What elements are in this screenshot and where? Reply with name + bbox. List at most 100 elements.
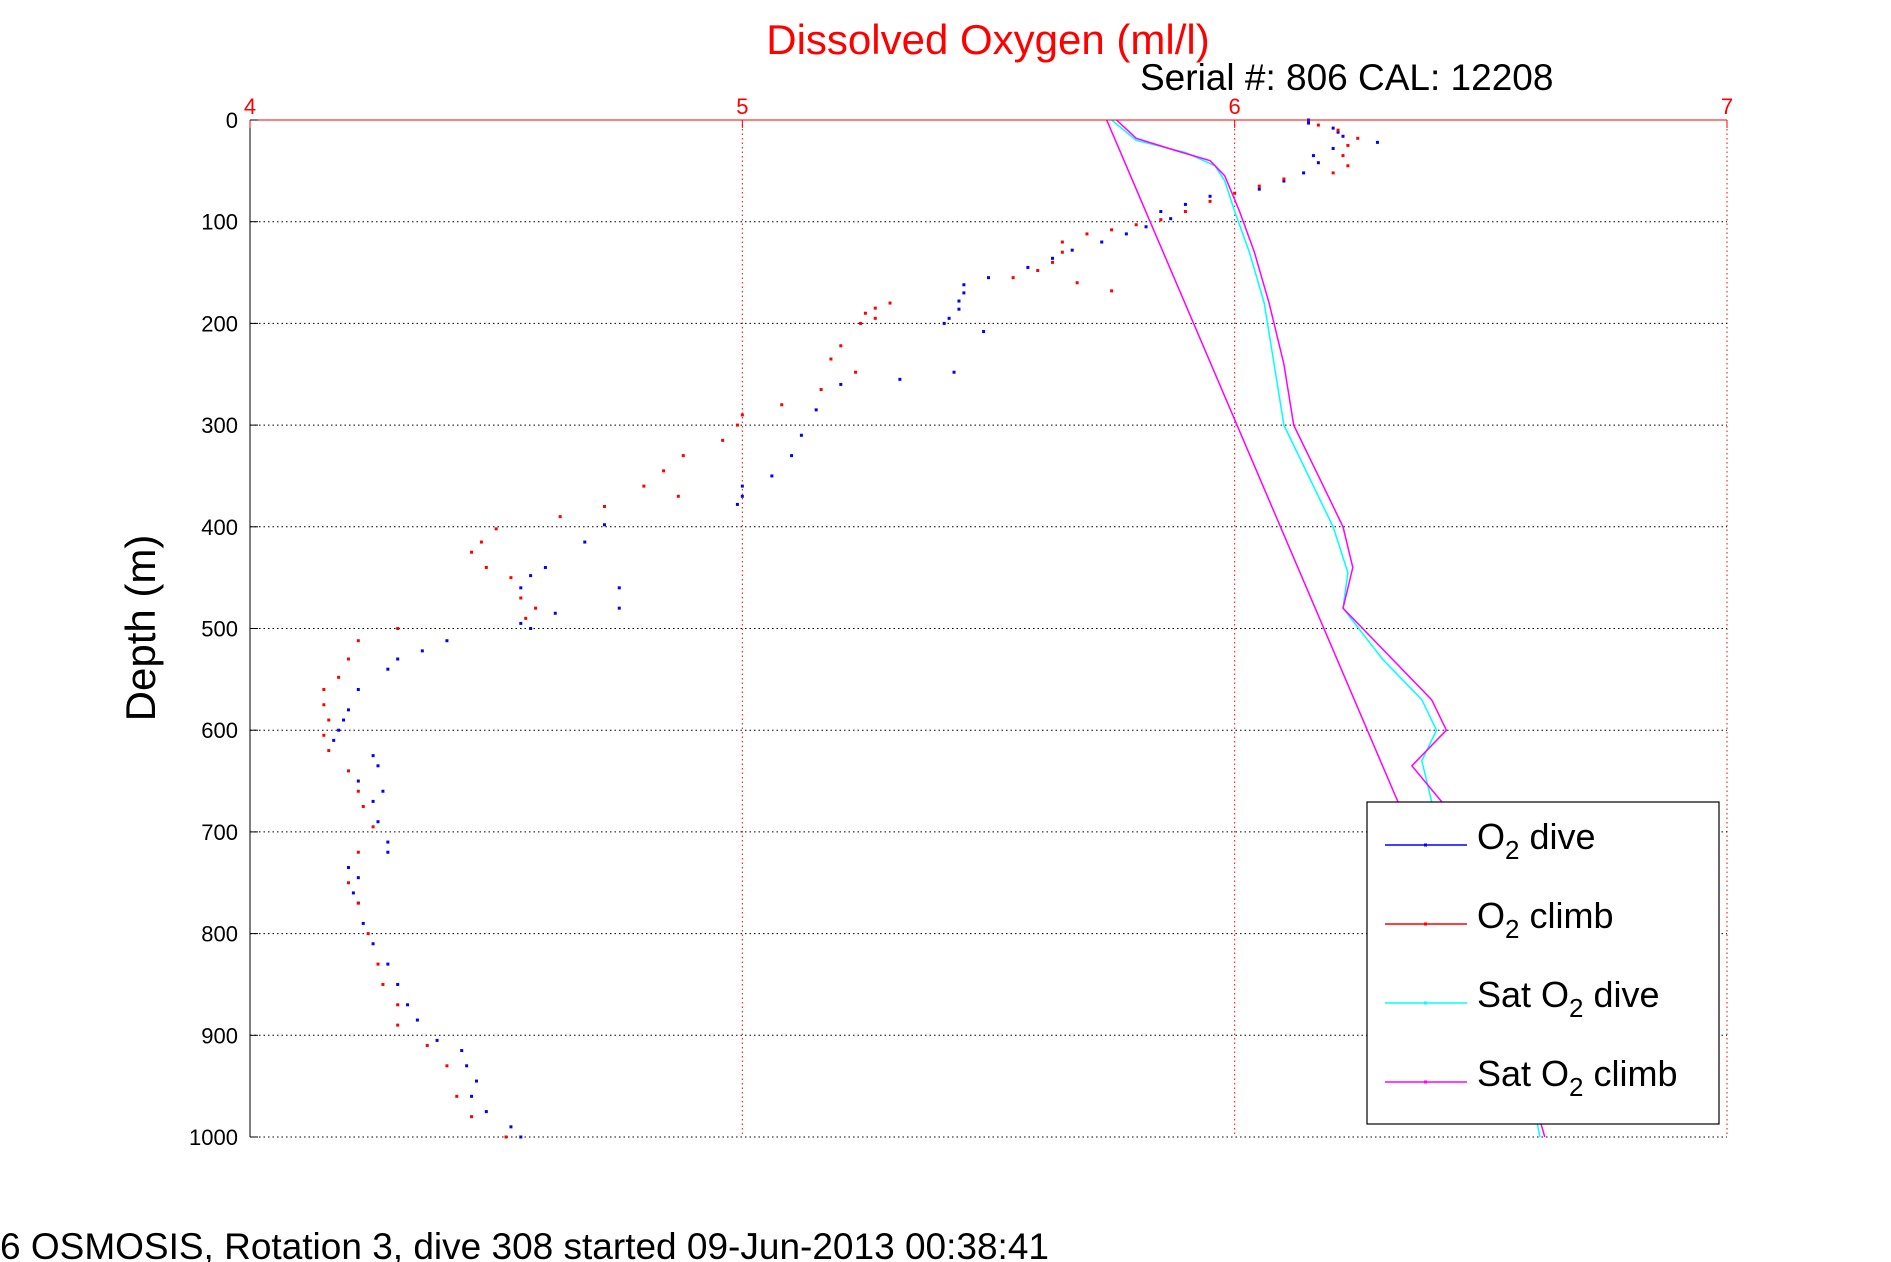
data-point bbox=[1282, 179, 1286, 183]
data-point bbox=[662, 469, 666, 473]
data-point bbox=[1124, 232, 1128, 236]
data-point bbox=[1144, 225, 1148, 229]
data-point bbox=[839, 382, 843, 386]
data-point bbox=[519, 621, 523, 625]
data-point bbox=[376, 764, 380, 768]
legend-label: O2 dive bbox=[1477, 816, 1596, 865]
data-point bbox=[1183, 210, 1187, 214]
data-point bbox=[1051, 260, 1055, 264]
data-point bbox=[1356, 136, 1360, 140]
data-point bbox=[332, 738, 336, 742]
data-point bbox=[858, 321, 862, 325]
data-point bbox=[356, 850, 360, 854]
data-point bbox=[1100, 240, 1104, 244]
data-point bbox=[1208, 199, 1212, 203]
series-line bbox=[1106, 119, 1403, 812]
data-point bbox=[327, 718, 331, 722]
data-point bbox=[435, 1038, 439, 1042]
data-point bbox=[1208, 194, 1212, 198]
data-point bbox=[1341, 154, 1345, 158]
x-tick-label: 4 bbox=[244, 94, 256, 119]
data-point bbox=[982, 330, 986, 334]
data-point bbox=[642, 484, 646, 488]
data-point bbox=[420, 649, 424, 653]
x-tick-labels: 4 5 6 7 bbox=[244, 94, 1733, 128]
data-point bbox=[1282, 177, 1286, 181]
data-point bbox=[1331, 146, 1335, 150]
data-point bbox=[415, 1018, 419, 1022]
data-point bbox=[1085, 232, 1089, 236]
data-point bbox=[376, 820, 380, 824]
legend-marker bbox=[1424, 1001, 1427, 1005]
data-point bbox=[814, 408, 818, 412]
legend-item: Sat O2 climb bbox=[1385, 1053, 1678, 1102]
data-point bbox=[396, 1023, 400, 1027]
data-point bbox=[494, 527, 498, 531]
legend-item: O2 climb bbox=[1385, 895, 1614, 944]
y-tick-label: 300 bbox=[201, 413, 238, 438]
data-point bbox=[445, 639, 449, 643]
data-point bbox=[519, 596, 523, 600]
data-point bbox=[376, 962, 380, 966]
data-point bbox=[1036, 269, 1040, 273]
data-point bbox=[839, 344, 843, 348]
data-point bbox=[553, 611, 557, 615]
data-point bbox=[534, 606, 538, 610]
data-point bbox=[873, 316, 877, 320]
data-point bbox=[947, 316, 951, 320]
data-point bbox=[987, 276, 990, 280]
y-tick-labels: 0 100 200 300 400 500 600 700 800 900 1000 bbox=[189, 108, 258, 1150]
grid-lines bbox=[250, 120, 1728, 1138]
data-point bbox=[1257, 187, 1261, 191]
data-point bbox=[1331, 171, 1335, 175]
y-tick-label: 200 bbox=[201, 311, 238, 336]
data-point bbox=[386, 667, 390, 671]
data-point bbox=[346, 657, 350, 661]
data-point bbox=[1346, 143, 1350, 147]
data-point bbox=[504, 1135, 508, 1139]
x-tick-label: 5 bbox=[736, 94, 748, 119]
y-axis-label: Depth (m) bbox=[117, 535, 164, 722]
data-point bbox=[558, 515, 562, 519]
data-point bbox=[425, 1043, 429, 1047]
data-point bbox=[529, 627, 533, 630]
legend-item: Sat O2 dive bbox=[1385, 974, 1660, 1023]
data-point bbox=[470, 550, 474, 554]
data-point bbox=[529, 574, 533, 578]
data-point bbox=[361, 921, 365, 925]
x-tick-label: 6 bbox=[1229, 94, 1241, 119]
data-point bbox=[1375, 140, 1379, 144]
data-point bbox=[519, 586, 523, 590]
data-point bbox=[1110, 228, 1114, 232]
data-point bbox=[1346, 164, 1350, 168]
data-point bbox=[602, 504, 606, 508]
data-point bbox=[322, 688, 326, 692]
series-1 bbox=[322, 123, 1360, 1139]
data-point bbox=[898, 377, 902, 381]
data-point bbox=[799, 433, 803, 437]
data-point bbox=[1311, 154, 1315, 158]
data-point bbox=[386, 962, 390, 966]
legend: O2 dive O2 climb Sat O2 dive Sat O2 climb bbox=[1366, 801, 1720, 1125]
data-point bbox=[617, 586, 621, 590]
data-point bbox=[676, 494, 680, 498]
legend-item: O2 dive bbox=[1385, 816, 1596, 865]
data-point bbox=[470, 1094, 474, 1098]
data-point bbox=[1011, 276, 1015, 280]
data-point bbox=[460, 1049, 464, 1053]
data-point bbox=[740, 494, 744, 498]
data-point bbox=[1316, 123, 1320, 127]
data-point bbox=[396, 982, 400, 986]
data-point bbox=[1341, 134, 1345, 138]
data-point bbox=[1070, 248, 1074, 252]
data-point bbox=[1051, 256, 1055, 260]
data-point bbox=[962, 291, 966, 295]
data-point bbox=[346, 881, 350, 885]
data-point bbox=[474, 1079, 478, 1083]
y-tick-label: 400 bbox=[201, 515, 238, 540]
data-point bbox=[735, 502, 739, 506]
data-point bbox=[484, 1110, 488, 1114]
data-point bbox=[455, 1094, 459, 1098]
data-point bbox=[888, 301, 892, 305]
y-tick-label: 0 bbox=[226, 108, 238, 133]
